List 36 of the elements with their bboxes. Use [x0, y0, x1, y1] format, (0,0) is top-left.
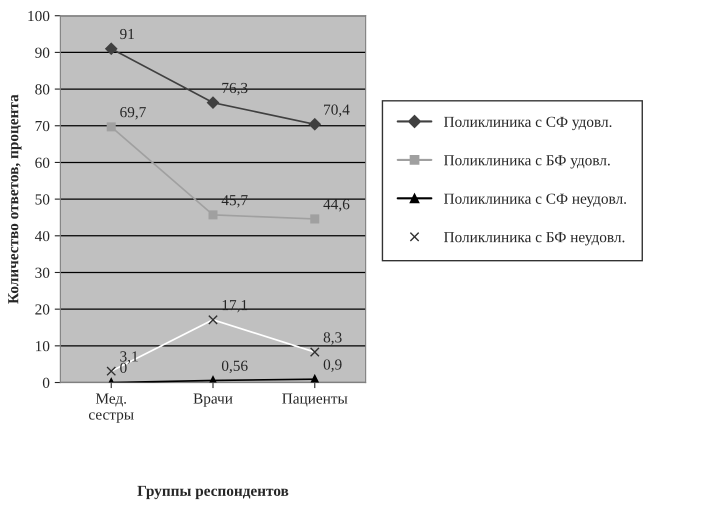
- point: [308, 118, 321, 130]
- y-tick-label: 40: [34, 230, 50, 242]
- y-tick-label: 80: [35, 84, 50, 95]
- y-tick-label: 70: [36, 120, 50, 132]
- point: [105, 42, 118, 55]
- data-label: 0: [120, 362, 127, 373]
- x-tick-label: Мед. сестры: [88, 394, 134, 423]
- point: [310, 214, 320, 224]
- point: [310, 374, 320, 383]
- y-tick-label: 60: [35, 158, 50, 168]
- data-label: 44,6: [323, 199, 350, 212]
- x-tick-label: Пациенты: [282, 394, 348, 406]
- data-label: 91: [120, 28, 134, 40]
- y-tick-label: 100: [28, 10, 50, 22]
- y-tick-label: 90: [35, 48, 50, 58]
- y-tick-label: 50: [36, 194, 50, 205]
- y-axis-title: Количество ответов, процента: [8, 94, 22, 304]
- point: [206, 96, 220, 109]
- legend-label: Поликлиника с БФ неудовл.: [444, 232, 624, 246]
- y-tick-label: 0: [42, 378, 50, 388]
- data-label: 70,4: [324, 104, 350, 117]
- y-tick-label: 10: [36, 340, 50, 352]
- legend-label: Поликлиника с СФ удовл.: [444, 116, 612, 130]
- y-tick-label: 30: [35, 268, 50, 278]
- data-label: 8,3: [324, 332, 342, 345]
- x-tick-label: Врачи: [194, 394, 233, 407]
- y-tick-label: 20: [35, 304, 50, 315]
- legend-label: Поликлиника с БФ удовл.: [444, 155, 610, 169]
- data-label: 0,9: [324, 359, 342, 372]
- x-axis-title: Группы респондентов: [137, 486, 288, 500]
- point: [208, 210, 218, 220]
- data-label: 3,1: [120, 351, 138, 364]
- point: [106, 122, 116, 132]
- legend-label: Поликлиника с СФ неудовл.: [444, 194, 626, 207]
- data-label: 69,7: [120, 107, 146, 120]
- data-label: 0,56: [222, 360, 248, 374]
